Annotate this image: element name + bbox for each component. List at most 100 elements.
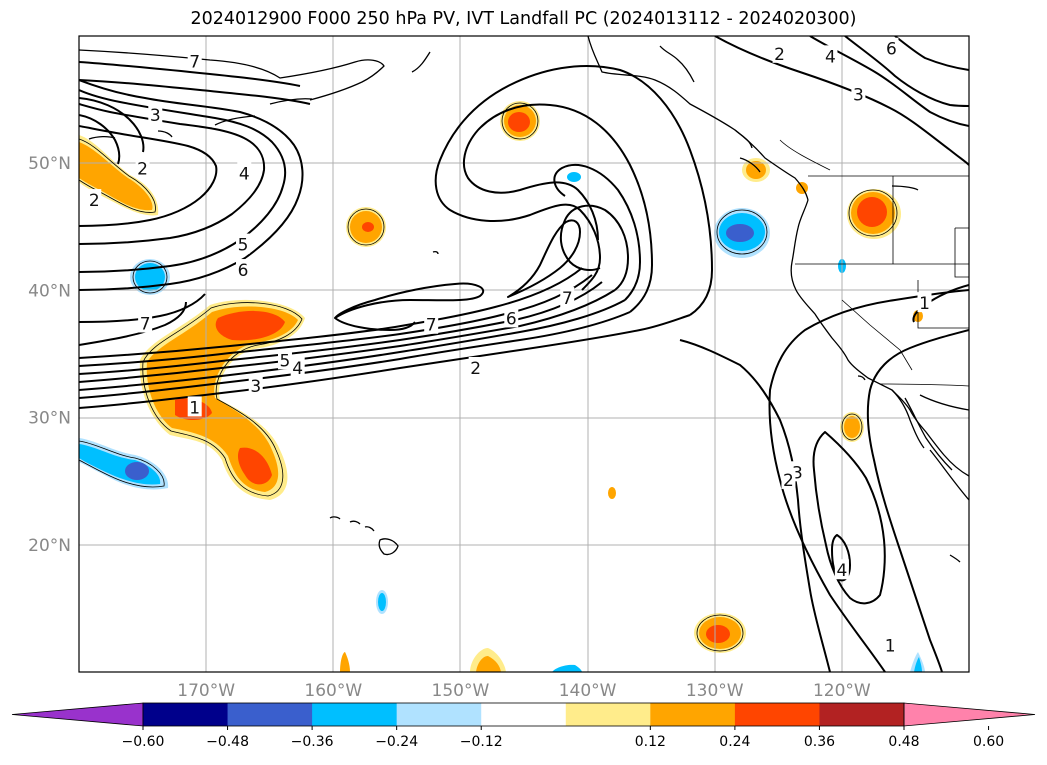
pv-contour (507, 219, 581, 298)
contour-label-text: 7 (140, 314, 151, 334)
contour-label-text: 1 (189, 398, 200, 418)
contour-label-halo (823, 45, 838, 66)
pv-contour (79, 299, 626, 391)
colorbar-cell (819, 703, 905, 726)
contour-label-text: 2 (783, 471, 794, 491)
colorbar-cell (734, 703, 820, 726)
colorbar-tick-label: −0.24 (375, 734, 418, 750)
contour-label-text: 3 (250, 377, 261, 397)
coastline-baja (891, 389, 925, 449)
colorbar-cell (650, 703, 736, 726)
pv-contour (79, 301, 187, 346)
shading-outline (841, 413, 863, 441)
colorbar-cell (312, 703, 398, 726)
shading-negative (552, 664, 582, 672)
contour-label-text: 2 (774, 45, 785, 65)
pv-contour (866, 329, 969, 672)
contour-label-text: 4 (836, 561, 847, 581)
contour-label-text: 1 (885, 636, 896, 656)
contour-label: 7 (187, 50, 202, 72)
colorbar-cell (396, 703, 482, 726)
colorbar-ticks: −0.60 −0.48 −0.36 −0.24 −0.12 0.12 0.24 0.36 0.4… (122, 726, 1004, 750)
colorbar-tick-label: 0.24 (719, 734, 750, 750)
contour-label-halo (236, 259, 251, 280)
contour-label-text: 3 (150, 106, 161, 126)
pv-contour (768, 289, 969, 672)
shading-strong-positive (237, 447, 272, 485)
contour-label-halo (187, 50, 202, 71)
pv-contour (79, 314, 691, 409)
shading-positive (746, 161, 766, 179)
hawaii-island (349, 520, 361, 525)
contour-label: 5 (277, 349, 292, 371)
contour-label-text: 5 (238, 236, 249, 256)
contour-label: 3 (248, 374, 263, 397)
contour-label-text: 3 (792, 463, 803, 483)
coastline-mexico (929, 449, 969, 501)
contour-label-halo (560, 287, 575, 308)
coastline-aleutian (269, 98, 313, 105)
contour-label: 4 (237, 162, 252, 184)
colorbar-extend-low (11, 702, 144, 727)
colorbar-tick-label: 0.12 (635, 734, 666, 750)
latitude-labels: 20°N 30°N 40°N 50°N (28, 154, 71, 556)
contour-label-halo (424, 313, 439, 334)
border-us-mexico (879, 383, 969, 387)
longitude-label: 170°W (177, 681, 235, 701)
contour-label-halo (148, 103, 163, 124)
latitude-label: 40°N (28, 281, 71, 301)
shading-strong-positive (706, 625, 730, 643)
latitude-label: 30°N (28, 409, 71, 429)
colorbar-cell (481, 703, 567, 726)
pv-contour (334, 282, 485, 331)
shading-positive (146, 306, 298, 492)
pv-contour (553, 164, 641, 301)
pv-contour (79, 89, 287, 273)
contour-label-halo (236, 233, 251, 254)
border-state (841, 299, 913, 371)
latitude-label: 50°N (28, 154, 71, 174)
colorbar-extend-high (903, 702, 1036, 727)
colorbar-tick-label: −0.36 (291, 734, 334, 750)
contour-label: 5 (236, 233, 251, 256)
coastline-gulf-of-california (904, 397, 953, 471)
colorbar-tick-label: 0.48 (888, 734, 919, 750)
shading-positive (844, 416, 860, 438)
longitude-labels: 170°W 160°W 150°W 140°W 130°W 120°W (177, 681, 871, 701)
contour-label-halo (834, 559, 849, 580)
contour-label-text: 4 (239, 164, 250, 184)
colorbar-tick-label: 0.60 (973, 734, 1004, 750)
colorbar-cell (565, 703, 651, 726)
shading-strong-positive (508, 112, 530, 132)
shading-positive (340, 652, 350, 672)
coastline-coast (891, 185, 919, 191)
contour-label-halo (468, 356, 483, 377)
coastline-bc-islands (734, 129, 753, 149)
pv-contour (79, 79, 304, 291)
contour-label-halo (917, 292, 932, 313)
shading-outline (696, 614, 744, 652)
pv-contour (894, 36, 969, 71)
contour-label-halo (248, 374, 263, 395)
contour-label-halo (883, 634, 898, 655)
shading-negative (914, 657, 922, 672)
pv-contour (79, 125, 218, 227)
coastline-vancouver-island (739, 157, 761, 173)
hawaii-island (329, 516, 341, 520)
shading-strong-positive (362, 222, 374, 232)
contour-label-text: 4 (825, 47, 836, 67)
shading-outline (132, 260, 168, 294)
contour-label: 2 (468, 356, 483, 379)
hawaii-island (364, 526, 375, 532)
contour-label-text: 4 (292, 359, 303, 379)
shading-positive (476, 656, 501, 672)
shading-negative (567, 172, 581, 182)
pv-contour (79, 61, 301, 87)
pv-contour (79, 311, 631, 399)
pv-contour (812, 431, 886, 605)
contour-label-text: 2 (137, 159, 148, 179)
coastline-alaska-gulf (587, 36, 809, 201)
contour-label-text: 7 (426, 316, 437, 336)
pv-contours (79, 36, 969, 672)
